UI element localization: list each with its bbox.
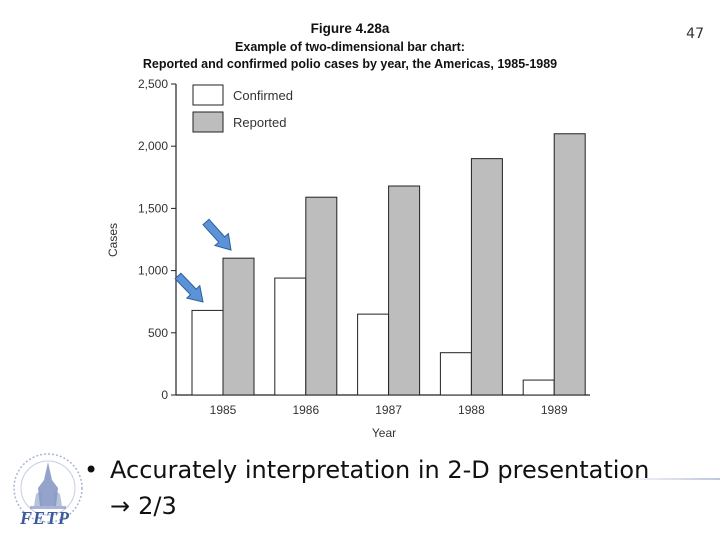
bar-reported-1986 xyxy=(305,196,338,396)
fetp-logo xyxy=(13,453,83,523)
logo-text: FETP xyxy=(20,508,71,528)
bar-confirmed-1987 xyxy=(357,313,390,396)
x-tick-label: 1985 xyxy=(210,403,237,417)
annotation-arrow-icon xyxy=(202,218,232,251)
x-tick-label: 1986 xyxy=(292,403,319,417)
x-tick-label: 1989 xyxy=(541,403,568,417)
bar-confirmed-1985 xyxy=(191,309,224,396)
bar-chart: Figure 4.28a Example of two-dimensional … xyxy=(106,21,590,440)
legend-swatch-confirmed xyxy=(192,84,224,106)
arrow-right-icon: → xyxy=(110,492,131,520)
bullet-subtext: 2/3 xyxy=(138,492,177,520)
bullet-dot-icon: • xyxy=(84,456,99,484)
bullet-point: • Accurately interpretation in 2-D presen… xyxy=(84,456,714,484)
slide-number: 47 xyxy=(686,26,704,42)
plot-area: 0 500 1,000 1,500 2,000 2,500 1985 1986 1987 1988… xyxy=(138,77,590,417)
chart-title: Figure 4.28a xyxy=(311,21,390,36)
decorative-line xyxy=(610,478,720,480)
bar-confirmed-1989 xyxy=(522,379,555,396)
bar-reported-1987 xyxy=(388,185,421,396)
legend-label-confirmed: Confirmed xyxy=(233,88,293,103)
y-axis-label: Cases xyxy=(106,223,120,257)
y-tick-label: 0 xyxy=(161,388,168,402)
bar-confirmed-1986 xyxy=(274,277,307,396)
bar-reported-1988 xyxy=(470,158,503,396)
x-tick-label: 1988 xyxy=(458,403,485,417)
y-tick-label: 2,000 xyxy=(138,139,168,153)
annotation-arrow-icon xyxy=(174,272,204,303)
y-tick-label: 1,000 xyxy=(138,264,168,278)
y-tick-label: 1,500 xyxy=(138,201,168,215)
chart-subtitle-1: Example of two-dimensional bar chart: xyxy=(235,40,465,54)
legend-label-reported: Reported xyxy=(233,115,286,130)
bar-confirmed-1988 xyxy=(439,352,472,396)
y-tick-label: 2,500 xyxy=(138,77,168,91)
bullet-text: Accurately interpretation in 2-D present… xyxy=(110,456,650,484)
legend-swatch-reported xyxy=(192,111,224,133)
x-tick-label: 1987 xyxy=(375,403,402,417)
x-axis-label: Year xyxy=(372,426,396,440)
y-tick-label: 500 xyxy=(148,326,168,340)
bar-reported-1985 xyxy=(222,257,255,396)
chart-subtitle-2: Reported and confirmed polio cases by ye… xyxy=(143,57,557,71)
bar-reported-1989 xyxy=(553,133,586,396)
bullet-subline: → 2/3 xyxy=(110,492,177,520)
